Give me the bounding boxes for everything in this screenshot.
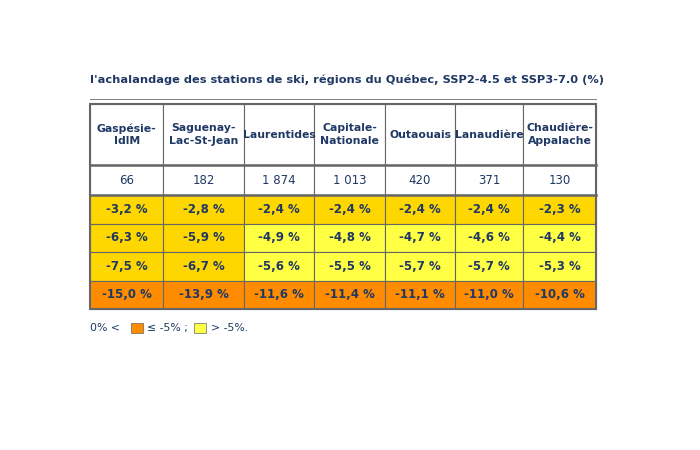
Text: -5,9 %: -5,9 % — [183, 231, 225, 244]
Text: 420: 420 — [409, 174, 431, 187]
Text: -7,5 %: -7,5 % — [106, 260, 148, 273]
Text: Outaouais: Outaouais — [389, 130, 451, 140]
Text: -2,8 %: -2,8 % — [183, 203, 225, 216]
Text: l'achalandage des stations de ski, régions du Québec, SSP2-4.5 et SSP3-7.0 (%): l'achalandage des stations de ski, régio… — [90, 75, 604, 85]
Bar — [314, 104, 385, 165]
Bar — [244, 165, 314, 195]
Text: -2,3 %: -2,3 % — [539, 203, 580, 216]
Text: -4,8 %: -4,8 % — [328, 231, 370, 244]
Text: -11,6 %: -11,6 % — [254, 288, 304, 302]
Text: -4,9 %: -4,9 % — [258, 231, 300, 244]
Text: -2,4 %: -2,4 % — [399, 203, 441, 216]
Text: -6,3 %: -6,3 % — [106, 231, 148, 244]
Bar — [314, 252, 385, 281]
Text: -5,3 %: -5,3 % — [539, 260, 580, 273]
Bar — [314, 165, 385, 195]
Text: -4,4 %: -4,4 % — [539, 231, 581, 244]
Text: -5,5 %: -5,5 % — [328, 260, 370, 273]
Text: -13,9 %: -13,9 % — [178, 288, 228, 302]
Bar — [163, 195, 244, 224]
Text: -2,4 %: -2,4 % — [329, 203, 370, 216]
Bar — [244, 252, 314, 281]
Bar — [385, 104, 455, 165]
Text: Gaspésie-
IdlM: Gaspésie- IdlM — [97, 123, 157, 146]
Bar — [244, 104, 314, 165]
Bar — [455, 252, 523, 281]
Text: -6,7 %: -6,7 % — [183, 260, 225, 273]
Text: 1 874: 1 874 — [262, 174, 296, 187]
Bar — [90, 165, 164, 195]
Text: 371: 371 — [478, 174, 500, 187]
Text: Lanaudière: Lanaudière — [455, 130, 524, 140]
Bar — [244, 281, 314, 309]
Bar — [163, 165, 244, 195]
Bar — [455, 195, 523, 224]
Bar — [385, 195, 455, 224]
Text: 66: 66 — [119, 174, 134, 187]
Text: -4,7 %: -4,7 % — [399, 231, 441, 244]
Text: Saguenay-
Lac-St-Jean: Saguenay- Lac-St-Jean — [169, 123, 238, 146]
Bar — [314, 195, 385, 224]
Bar — [385, 281, 455, 309]
Text: -5,7 %: -5,7 % — [468, 260, 510, 273]
Text: -11,4 %: -11,4 % — [325, 288, 374, 302]
Text: Capitale-
Nationale: Capitale- Nationale — [320, 123, 379, 146]
Bar — [195, 323, 206, 333]
Text: -11,0 %: -11,0 % — [464, 288, 514, 302]
Text: 0% <: 0% < — [90, 323, 120, 333]
Text: > -5%.: > -5%. — [211, 323, 248, 333]
Text: 130: 130 — [549, 174, 571, 187]
Bar — [314, 224, 385, 252]
Text: -10,6 %: -10,6 % — [535, 288, 584, 302]
Text: -2,4 %: -2,4 % — [258, 203, 300, 216]
Bar — [90, 281, 164, 309]
Bar — [163, 224, 244, 252]
Text: Chaudière-
Appalache: Chaudière- Appalache — [526, 123, 593, 146]
Bar — [314, 281, 385, 309]
Bar — [90, 195, 164, 224]
Bar — [90, 224, 164, 252]
Text: -5,7 %: -5,7 % — [399, 260, 441, 273]
Bar — [455, 281, 523, 309]
Bar — [244, 224, 314, 252]
Bar — [244, 195, 314, 224]
Bar — [523, 165, 596, 195]
Bar — [163, 104, 244, 165]
Text: 1 013: 1 013 — [332, 174, 366, 187]
Text: 182: 182 — [193, 174, 215, 187]
Bar — [90, 252, 164, 281]
Bar — [455, 104, 523, 165]
Bar — [163, 252, 244, 281]
Text: ≤ -5% ;: ≤ -5% ; — [147, 323, 188, 333]
Bar — [131, 323, 143, 333]
Text: -4,6 %: -4,6 % — [468, 231, 510, 244]
Text: -11,1 %: -11,1 % — [395, 288, 445, 302]
Text: -5,6 %: -5,6 % — [258, 260, 300, 273]
Bar — [455, 165, 523, 195]
Bar — [523, 281, 596, 309]
Bar — [385, 252, 455, 281]
Bar — [90, 104, 596, 309]
Bar — [523, 195, 596, 224]
Bar — [163, 281, 244, 309]
Bar — [523, 252, 596, 281]
Text: Laurentides: Laurentides — [243, 130, 316, 140]
Bar — [523, 104, 596, 165]
Bar — [523, 224, 596, 252]
Bar — [455, 224, 523, 252]
Bar — [385, 165, 455, 195]
Bar — [385, 224, 455, 252]
Text: -3,2 %: -3,2 % — [106, 203, 148, 216]
Text: -15,0 %: -15,0 % — [102, 288, 152, 302]
Text: -2,4 %: -2,4 % — [468, 203, 510, 216]
Bar — [90, 104, 164, 165]
